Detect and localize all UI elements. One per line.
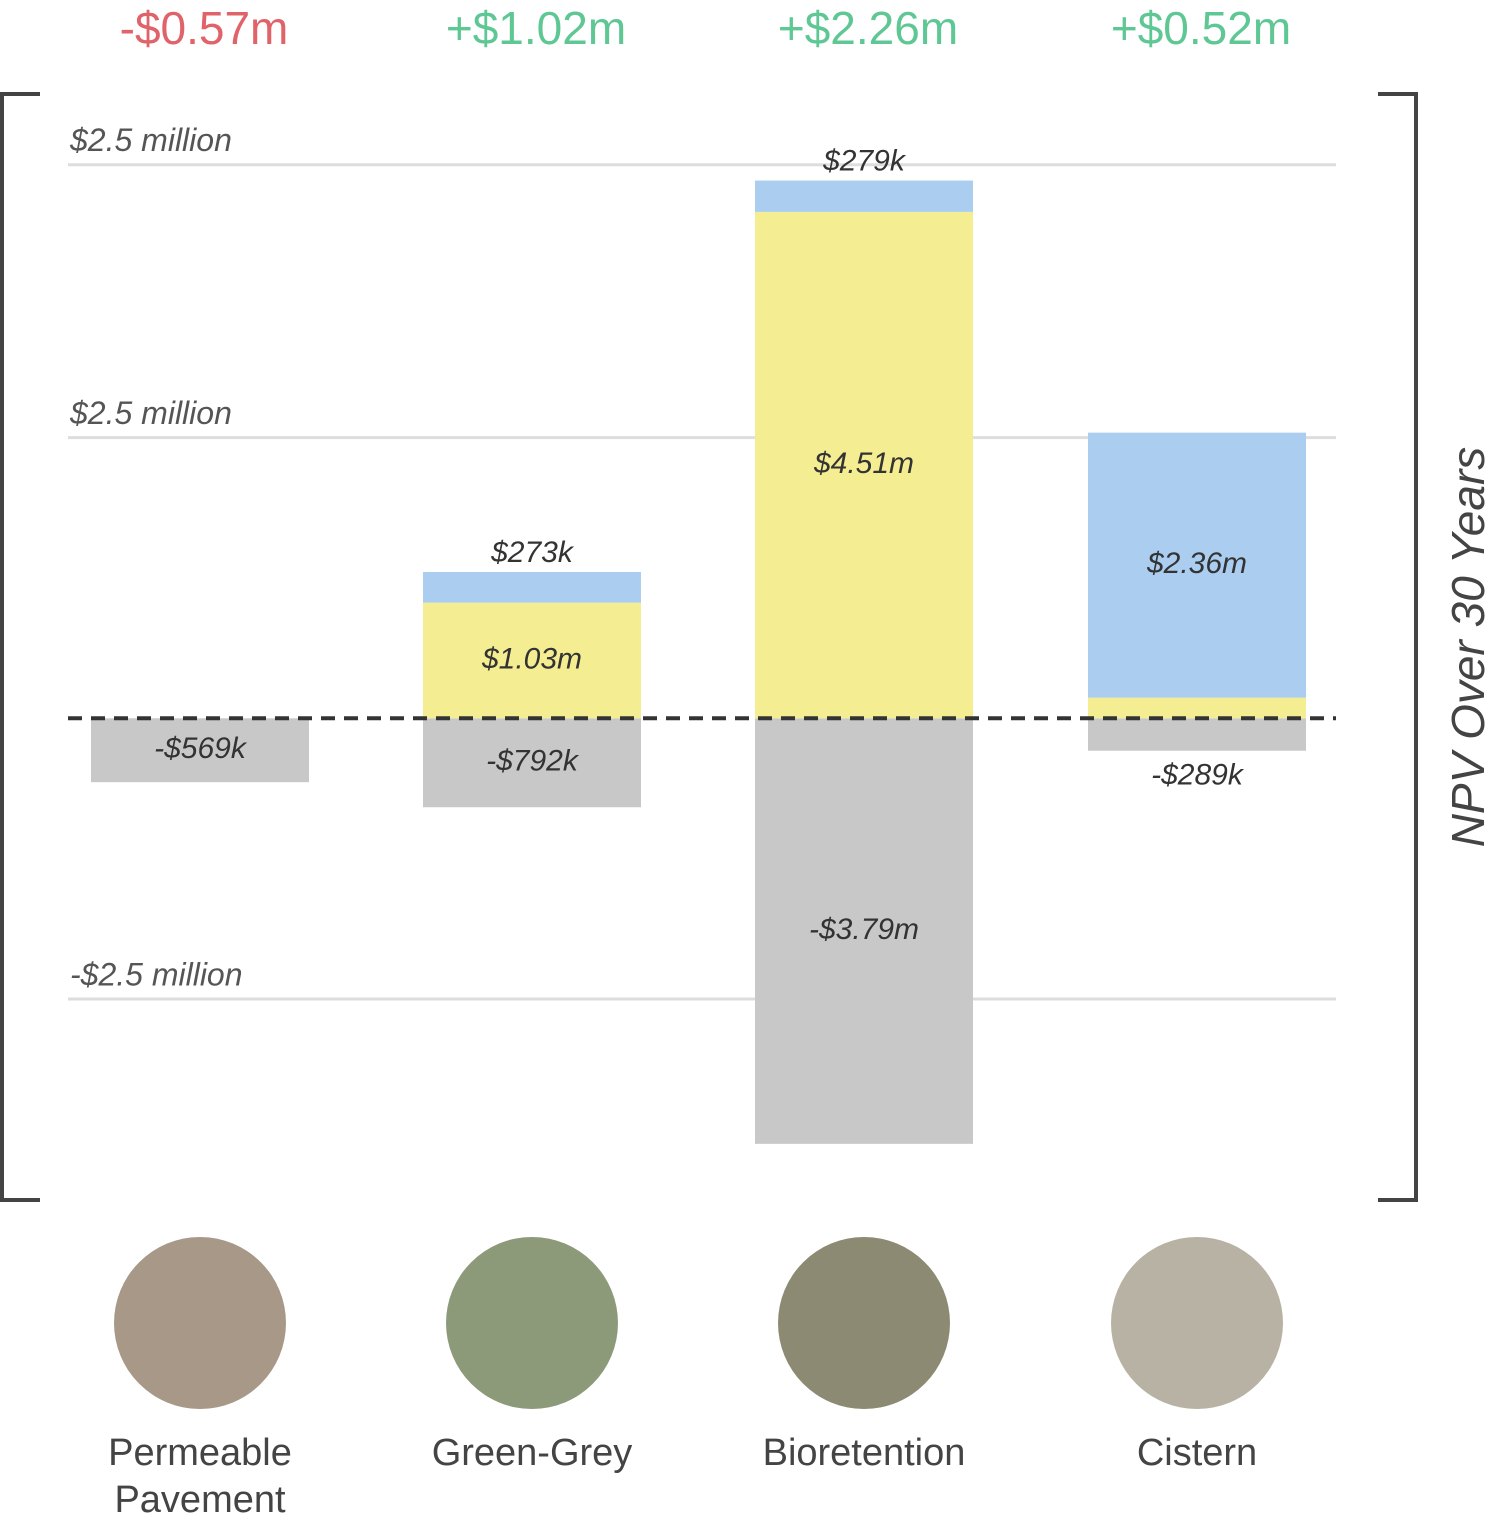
- y-tick-label: -$2.5 million: [70, 956, 243, 992]
- bar-segment: [91, 718, 309, 783]
- net-label: +$2.26m: [778, 2, 958, 54]
- y-axis-title: NPV Over 30 Years: [1442, 447, 1494, 848]
- category-label: Permeable Pavement: [108, 1432, 292, 1521]
- category-label: Bioretention: [762, 1432, 966, 1474]
- value-label: -$3.79m: [809, 913, 919, 946]
- net-label: +$1.02m: [446, 2, 626, 54]
- net-label: -$0.57m: [120, 2, 289, 54]
- photo: [1111, 1237, 1283, 1409]
- category-label: Cistern: [1136, 1432, 1258, 1474]
- y-tick-label: $2.5 million: [69, 395, 232, 431]
- photo: [446, 1237, 618, 1409]
- value-label: $1.03m: [481, 642, 582, 675]
- bar-segment: [423, 602, 641, 719]
- bar-segment: [755, 718, 973, 1144]
- bar-segment: [1088, 432, 1306, 698]
- bracket-right: [1378, 92, 1418, 1202]
- net-label: +$0.52m: [1111, 2, 1291, 54]
- bracket-left: [0, 92, 40, 1202]
- bar-segment: [1088, 718, 1306, 751]
- value-label: $2.36m: [1146, 547, 1247, 580]
- category-label: Green-Grey: [431, 1432, 633, 1474]
- photo: [778, 1237, 950, 1409]
- bar-segment: [423, 571, 641, 603]
- bar-segment: [755, 180, 973, 212]
- bar-segment: [1088, 697, 1306, 719]
- value-label: -$569k: [154, 732, 248, 765]
- value-label: $4.51m: [813, 447, 914, 480]
- bar-segment: [755, 211, 973, 719]
- value-label: -$289k: [1151, 759, 1245, 792]
- value-label: -$792k: [486, 745, 580, 778]
- value-label: $279k: [822, 144, 907, 177]
- photo: [114, 1237, 286, 1409]
- bar-segment: [423, 718, 641, 808]
- value-label: $273k: [490, 536, 575, 569]
- y-tick-label: $2.5 million: [69, 122, 232, 158]
